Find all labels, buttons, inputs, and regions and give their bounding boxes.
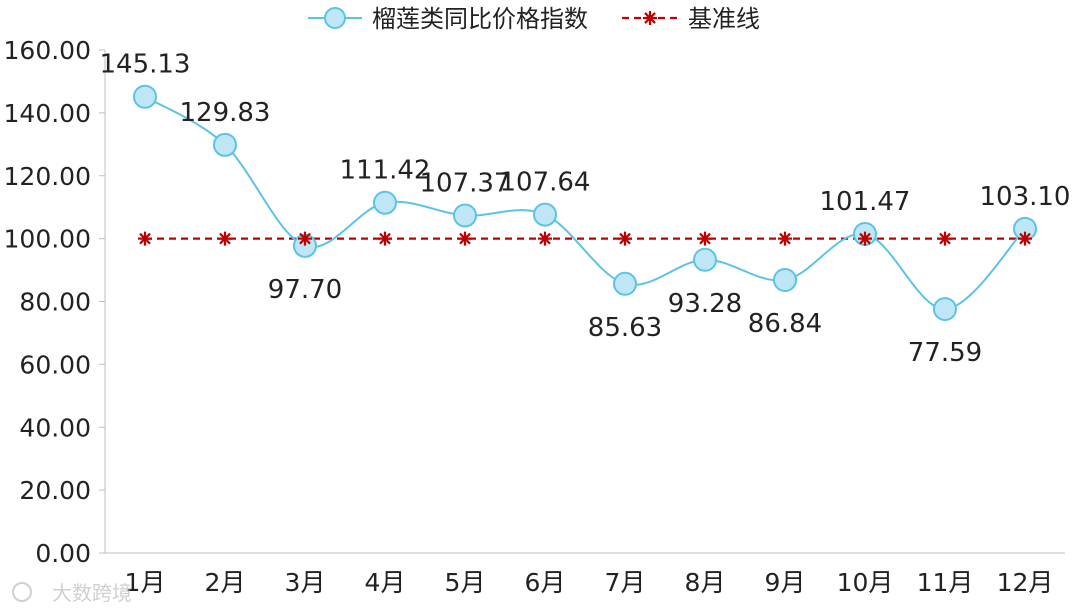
x-tick-label: 2月 — [205, 568, 246, 597]
data-point — [693, 247, 717, 272]
data-label: 97.70 — [268, 275, 342, 305]
baseline-marker — [618, 231, 632, 246]
baseline-marker — [298, 231, 312, 246]
baseline-marker — [378, 231, 392, 246]
y-tick-label: 20.00 — [19, 476, 91, 505]
data-point — [773, 267, 797, 292]
x-tick-label: 4月 — [365, 568, 406, 597]
data-point — [613, 271, 637, 296]
data-point — [453, 203, 477, 228]
asterisk-stroke — [779, 232, 791, 245]
asterisk-stroke — [539, 232, 551, 245]
y-tick-label: 120.00 — [4, 162, 91, 191]
baseline-marker — [538, 231, 552, 246]
asterisk-stroke — [219, 232, 231, 245]
asterisk-stroke — [939, 232, 951, 245]
asterisk-stroke — [859, 232, 871, 245]
y-tick-label: 40.00 — [19, 413, 91, 442]
baseline-marker — [938, 231, 952, 246]
x-tick-label: 10月 — [837, 568, 894, 597]
data-point — [533, 202, 557, 227]
y-tick-label: 0.00 — [35, 539, 91, 568]
baseline-marker — [778, 231, 792, 246]
legend-label-series2: 基准线 — [688, 5, 760, 33]
x-tick-label: 1月 — [125, 568, 166, 597]
asterisk-stroke — [699, 232, 711, 245]
y-tick-label: 60.00 — [19, 350, 91, 379]
x-tick-label: 5月 — [445, 568, 486, 597]
data-point — [373, 190, 397, 215]
data-point — [133, 84, 157, 109]
x-tick-label: 12月 — [997, 568, 1054, 597]
data-label: 85.63 — [588, 313, 662, 343]
watermark-text: 大数跨境 — [52, 581, 132, 605]
data-point — [213, 132, 237, 157]
y-tick-label: 80.00 — [19, 288, 91, 317]
asterisk-stroke — [1019, 232, 1031, 245]
watermark: 大数跨境 — [12, 581, 132, 605]
data-label: 107.64 — [500, 168, 591, 198]
data-label: 111.42 — [340, 156, 431, 186]
x-tick-label: 11月 — [917, 568, 974, 597]
y-tick-label: 160.00 — [4, 36, 91, 65]
data-label: 101.47 — [820, 187, 911, 217]
x-tick-label: 7月 — [605, 568, 646, 597]
data-label: 93.28 — [668, 289, 742, 319]
baseline-marker — [698, 231, 712, 246]
y-tick-label: 140.00 — [4, 99, 91, 128]
asterisk-stroke — [299, 232, 311, 245]
x-tick-label: 3月 — [285, 568, 326, 597]
x-tick-label: 9月 — [765, 568, 806, 597]
baseline-marker — [858, 231, 872, 246]
data-label: 86.84 — [748, 309, 822, 339]
data-label: 145.13 — [100, 50, 191, 80]
data-label: 107.37 — [420, 168, 511, 198]
legend-label-series1: 榴莲类同比价格指数 — [372, 5, 588, 33]
baseline-marker — [458, 231, 472, 246]
x-tick-label: 6月 — [525, 568, 566, 597]
baseline-marker — [1018, 231, 1032, 246]
asterisk-stroke — [619, 232, 631, 245]
watermark-logo-icon — [12, 582, 32, 602]
data-label: 103.10 — [980, 182, 1071, 212]
legend: 榴莲类同比价格指数 基准线 — [308, 5, 760, 33]
x-tick-label: 8月 — [685, 568, 726, 597]
legend-marker-series2 — [643, 11, 657, 25]
data-label: 77.59 — [908, 338, 982, 368]
legend-marker-series1 — [324, 7, 346, 29]
asterisk-stroke — [379, 232, 391, 245]
asterisk-stroke — [459, 232, 471, 245]
y-tick-label: 100.00 — [4, 225, 91, 254]
data-point — [933, 297, 957, 322]
baseline-marker — [218, 231, 232, 246]
asterisk-stroke — [139, 232, 151, 245]
baseline-marker — [138, 231, 152, 246]
axes: 0.00 20.00 40.00 60.00 80.00 100.00 120.00 140.… — [4, 36, 1065, 597]
asterisk-stroke — [644, 12, 656, 24]
data-label: 129.83 — [180, 98, 271, 128]
